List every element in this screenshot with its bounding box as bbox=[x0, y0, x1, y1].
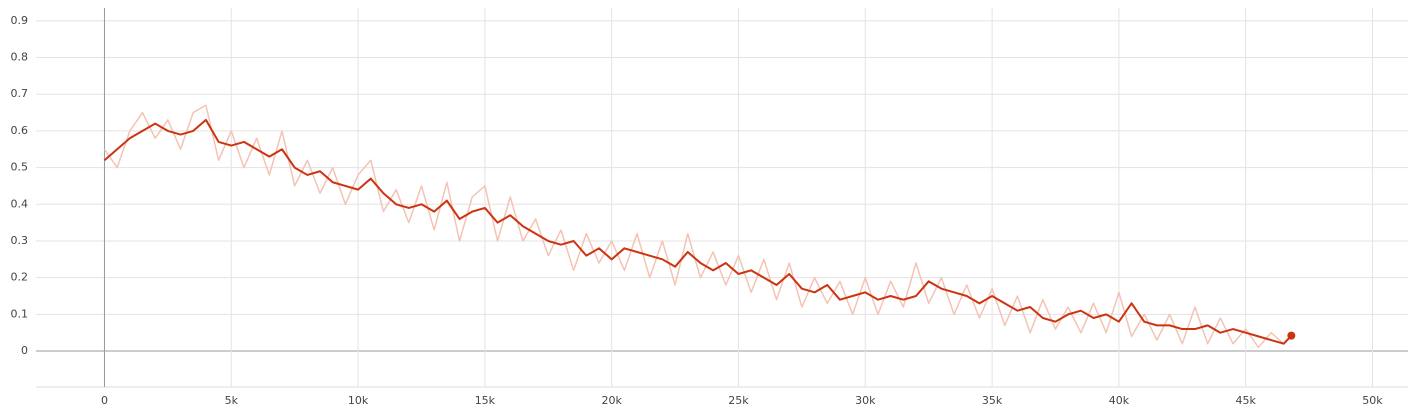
x-tick-label: 0 bbox=[101, 394, 108, 407]
y-tick-label: 0.1 bbox=[11, 307, 29, 320]
x-tick-label: 45k bbox=[1236, 394, 1257, 407]
x-tick-label: 50k bbox=[1362, 394, 1383, 407]
y-tick-label: 0.4 bbox=[11, 197, 29, 210]
x-tick-label: 25k bbox=[728, 394, 749, 407]
x-tick-label: 5k bbox=[225, 394, 239, 407]
x-tick-label: 20k bbox=[601, 394, 622, 407]
x-tick-label: 40k bbox=[1109, 394, 1130, 407]
x-tick-label: 10k bbox=[348, 394, 369, 407]
x-tick-label: 30k bbox=[855, 394, 876, 407]
y-tick-label: 0.9 bbox=[11, 14, 29, 27]
raw-line bbox=[103, 104, 1292, 349]
y-tick-label: 0 bbox=[21, 344, 28, 357]
last-point-dot bbox=[1287, 331, 1296, 340]
y-tick-label: 0.3 bbox=[11, 234, 29, 247]
smoothed-line bbox=[103, 118, 1293, 345]
y-tick-label: 0.2 bbox=[11, 271, 29, 284]
y-tick-label: 0.6 bbox=[11, 124, 29, 137]
y-tick-label: 0.5 bbox=[11, 161, 29, 174]
x-tick-label: 15k bbox=[475, 394, 496, 407]
y-tick-label: 0.7 bbox=[11, 87, 29, 100]
y-tick-label: 0.8 bbox=[11, 51, 29, 64]
x-tick-label: 35k bbox=[982, 394, 1003, 407]
